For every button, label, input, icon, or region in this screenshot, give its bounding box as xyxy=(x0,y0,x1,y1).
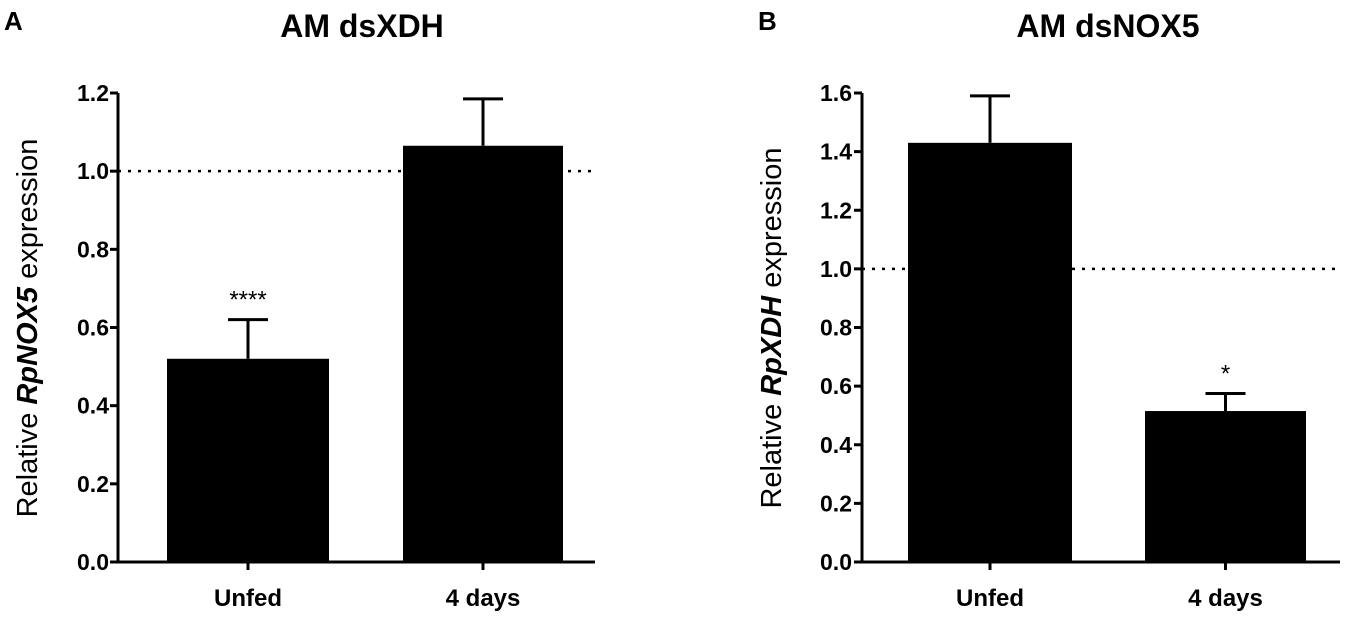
panel-b-bar-1 xyxy=(908,142,1072,563)
panel-b-y-tick-label-2: 0.4 xyxy=(820,432,852,458)
panel-b-bar-2 xyxy=(1145,411,1306,562)
panel-b-y-axis-label-prefix: Relative xyxy=(756,396,788,509)
panel-a-x-tick-label-2: 4 days xyxy=(446,585,521,612)
panel-b-x-tick-label-2: 4 days xyxy=(1188,585,1263,612)
panel-b-y-axis-label-gene: RpXDH xyxy=(756,295,788,396)
panel-b-y-tick-label-1: 0.2 xyxy=(820,490,852,516)
panel-b-significance-2: * xyxy=(1221,360,1230,387)
panel-b-x-tick-label-1: Unfed xyxy=(956,585,1024,612)
panel-a-significance-1: **** xyxy=(229,287,266,314)
panel-a-plot-area: **** Unfed 4 days 0.0 0.2 0.4 0.6 0.8 1.0 1.2 xyxy=(77,80,595,612)
panel-b-y-tick-label-4: 0.8 xyxy=(820,315,852,341)
panel-a-y-tick-label-5: 1.0 xyxy=(77,158,109,184)
panel-a-y-axis-label: Relative RpNOX5 expression xyxy=(12,139,44,518)
panel-a-y-tick-label-3: 0.6 xyxy=(77,315,109,341)
panel-b-y-tick-label-6: 1.2 xyxy=(820,197,852,223)
panel-a-x-tick-label-1: Unfed xyxy=(214,585,282,612)
panel-b-y-axis-label: Relative RpXDH expression xyxy=(756,147,788,508)
panel-b-y-tick-label-5: 1.0 xyxy=(820,256,852,282)
panel-a-bar-1 xyxy=(167,358,329,562)
panel-a-y-tick-label-1: 0.2 xyxy=(77,471,109,497)
panel-a-y-tick-label-6: 1.2 xyxy=(77,80,109,106)
panel-a-y-tick-label-4: 0.8 xyxy=(77,236,109,262)
panel-a-y-tick-label-0: 0.0 xyxy=(77,549,109,575)
panel-b-title: AM dsNOX5 xyxy=(1016,8,1199,44)
panel-a-y-axis-label-suffix: expression xyxy=(12,139,44,287)
panel-b-y-tick-label-7: 1.4 xyxy=(820,139,852,165)
panel-a: A AM dsXDH Relative RpNOX5 expression **… xyxy=(4,6,595,612)
panel-a-label: A xyxy=(4,6,23,36)
panel-b-y-axis-label-suffix: expression xyxy=(756,147,788,295)
panel-b-y-tick-label-0: 0.0 xyxy=(820,549,852,575)
panel-a-title: AM dsXDH xyxy=(280,8,444,44)
panel-b: B AM dsNOX5 Relative RpXDH expression Un… xyxy=(756,6,1340,612)
panel-b-y-tick-label-8: 1.6 xyxy=(820,80,852,106)
panel-a-y-axis-label-prefix: Relative xyxy=(12,405,44,518)
panel-a-y-axis-label-gene: RpNOX5 xyxy=(12,286,44,405)
panel-b-label: B xyxy=(758,6,777,36)
panel-a-bar-2 xyxy=(403,145,563,562)
panel-b-y-tick-label-3: 0.6 xyxy=(820,373,852,399)
panel-b-plot-area: Unfed * 4 days 0.0 0.2 0.4 0.6 0.8 1.0 1.2 1.4 1.6 xyxy=(820,80,1340,612)
panel-a-y-tick-label-2: 0.4 xyxy=(77,393,109,419)
